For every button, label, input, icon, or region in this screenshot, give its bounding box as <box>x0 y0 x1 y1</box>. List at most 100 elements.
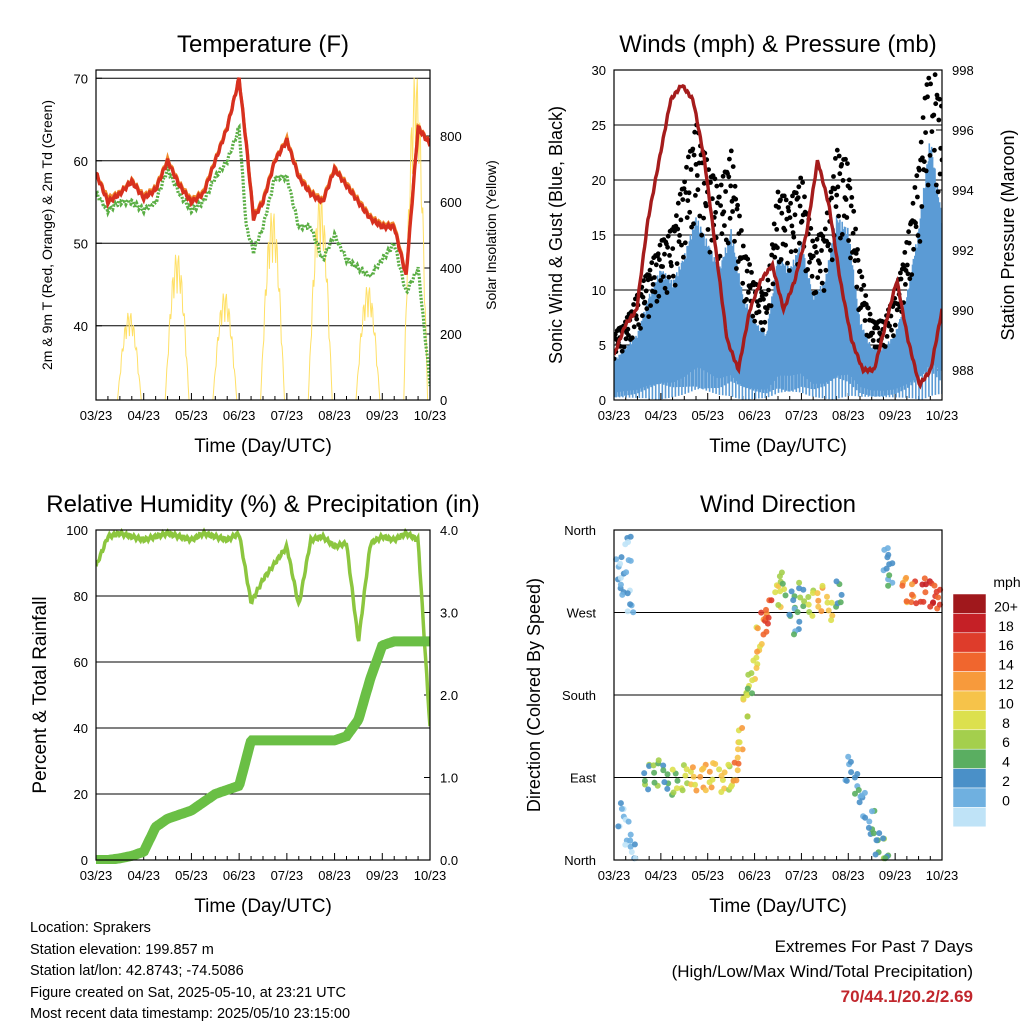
direction-point <box>848 769 855 776</box>
station-info: Location: Sprakers Station elevation: 19… <box>30 918 350 1026</box>
gust-point <box>863 293 869 298</box>
gust-point <box>752 318 758 324</box>
gust-point <box>813 290 819 295</box>
direction-point <box>885 582 892 589</box>
gust-point <box>937 171 942 177</box>
gust-point <box>810 253 816 259</box>
gust-point <box>686 154 691 160</box>
direction-point <box>790 597 797 604</box>
direction-point <box>866 818 873 825</box>
gust-point <box>805 267 810 272</box>
gust-point <box>636 322 641 327</box>
direction-point <box>718 772 725 779</box>
direction-point <box>687 768 694 775</box>
gust-point <box>906 240 912 246</box>
gust-point <box>833 204 839 210</box>
direction-xtick-label: 06/23 <box>738 868 771 883</box>
direction-ytick-label: North <box>564 853 596 868</box>
temperature-xtick-label: 08/23 <box>318 408 351 423</box>
winds-ytick-label: 30 <box>592 63 606 78</box>
temperature-xtick-label: 04/23 <box>127 408 160 423</box>
legend-swatch <box>952 729 987 750</box>
direction-point <box>758 609 765 616</box>
gust-point <box>910 200 916 206</box>
gust-point <box>732 183 738 189</box>
direction-point <box>627 601 634 608</box>
direction-point <box>903 598 910 605</box>
direction-point <box>744 692 751 699</box>
gust-point <box>783 242 788 248</box>
legend-label: 4 <box>1002 754 1010 770</box>
gust-point <box>800 180 805 185</box>
gust-point <box>903 282 908 287</box>
direction-point <box>725 761 732 768</box>
gust-point <box>793 248 799 254</box>
gust-point <box>708 180 713 185</box>
station-latlon: Station lat/lon: 42.8743; -74.5086 <box>30 963 244 979</box>
gust-point <box>721 209 727 215</box>
direction-point <box>617 560 624 567</box>
winds-ytick-label: 0 <box>599 393 606 408</box>
direction-point <box>623 569 630 576</box>
direction-point <box>664 771 671 778</box>
gust-point <box>844 215 850 220</box>
gust-point <box>682 179 687 185</box>
gust-point <box>933 182 939 188</box>
direction-point <box>749 690 755 697</box>
gust-point <box>779 210 785 216</box>
direction-point <box>922 589 929 596</box>
gust-point <box>716 194 722 200</box>
humidity-panel: Relative Humidity (%) & Precipitation (i… <box>30 491 480 917</box>
gust-point <box>713 210 718 215</box>
gust-point <box>740 243 746 249</box>
direction-point <box>733 777 740 784</box>
gust-point <box>694 173 700 178</box>
gust-point <box>656 293 662 299</box>
direction-point <box>739 725 746 731</box>
gust-point <box>855 257 861 263</box>
gust-point <box>631 302 636 307</box>
temperature-xtick-label: 05/23 <box>175 408 208 423</box>
gust-point <box>802 194 807 200</box>
gust-point <box>652 289 658 295</box>
direction-point <box>734 767 741 774</box>
gust-point <box>675 226 681 232</box>
gust-point <box>837 171 843 177</box>
gust-point <box>728 183 734 189</box>
gust-point <box>771 221 777 227</box>
gust-point <box>847 185 853 191</box>
direction-point <box>828 617 835 624</box>
gust-point <box>687 209 693 215</box>
winds-y2tick-label: 998 <box>952 63 974 78</box>
direction-point <box>697 773 704 780</box>
gust-point <box>786 208 792 214</box>
gust-point <box>923 130 928 136</box>
gust-point <box>658 278 664 283</box>
direction-point <box>763 628 770 635</box>
direction-point <box>692 781 698 788</box>
gust-point <box>858 287 864 292</box>
winds-xtick-label: 05/23 <box>691 408 724 423</box>
direction-point <box>706 768 713 775</box>
direction-point <box>889 579 896 586</box>
temperature-xtick-label: 07/23 <box>271 408 304 423</box>
gust-point <box>887 323 892 329</box>
pressure-line <box>614 83 942 390</box>
humidity-title: Relative Humidity (%) & Precipitation (i… <box>46 491 479 518</box>
gust-point <box>720 173 726 179</box>
gust-point <box>679 242 684 248</box>
legend-label: 16 <box>998 637 1014 653</box>
winds-y2tick-label: 996 <box>952 123 974 138</box>
gust-point <box>681 186 687 192</box>
direction-point <box>618 554 625 561</box>
gust-point <box>735 202 740 208</box>
direction-xtick-label: 10/23 <box>926 868 959 883</box>
gust-point <box>678 217 684 223</box>
speed-legend: mph 20+ 18 16 14 12 10 8 6 4 2 0 <box>952 574 1021 828</box>
gust-point <box>677 191 683 197</box>
direction-point <box>775 602 782 608</box>
direction-point <box>660 762 667 769</box>
direction-point <box>702 787 709 794</box>
direction-point <box>674 777 681 784</box>
legend-label: 20+ <box>994 598 1018 614</box>
